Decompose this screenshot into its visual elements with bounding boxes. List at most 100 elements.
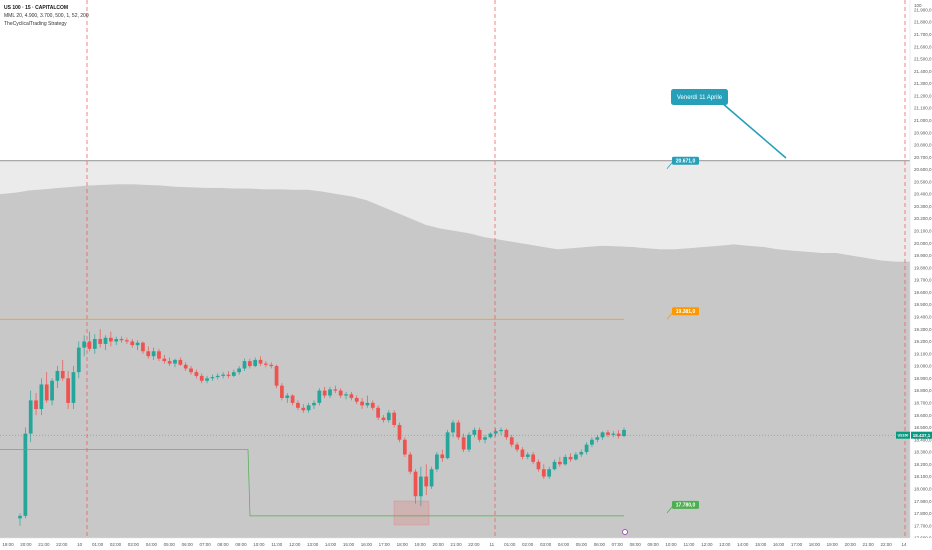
candle — [92, 334, 97, 354]
candle-body — [547, 469, 552, 477]
time-tick-label: 21:00 — [863, 542, 875, 547]
price-tick-label: 19.500,0 — [914, 302, 932, 307]
candle-body — [269, 364, 274, 367]
candle — [103, 335, 108, 351]
price-tick-label: 19.600,0 — [914, 290, 932, 295]
candle-body — [215, 375, 220, 378]
candle-body — [130, 341, 135, 346]
candle-body — [141, 342, 145, 352]
candle — [71, 366, 76, 410]
candle-body — [60, 370, 65, 379]
candle-body — [483, 437, 487, 440]
candle-body — [515, 444, 519, 450]
candle — [392, 410, 397, 428]
candle-body — [44, 384, 49, 401]
time-tick-label: 01:00 — [504, 542, 516, 547]
support-tag-text: 17.780,0 — [676, 503, 696, 509]
candle-body — [23, 433, 28, 516]
candle — [552, 459, 557, 471]
price-tick-label: 18.900,0 — [914, 376, 932, 381]
candle-body — [178, 359, 183, 365]
candle — [590, 437, 594, 448]
candle-body — [173, 359, 177, 364]
candle — [467, 432, 471, 453]
candle-body — [34, 400, 38, 410]
resistance-tag-pointer — [666, 312, 673, 320]
support-tag-bg — [672, 500, 699, 509]
price-tick-label: 20.000,0 — [914, 241, 932, 246]
time-tick-label: 18:00 — [397, 542, 409, 547]
candle — [141, 341, 145, 354]
candle-body — [183, 364, 188, 369]
price-tick-label: 21.700,0 — [914, 32, 932, 37]
candle — [253, 357, 258, 368]
candle-body — [488, 433, 493, 438]
time-axis-bg — [0, 538, 932, 550]
candle — [280, 383, 284, 401]
candle-body — [338, 390, 343, 396]
candle-body — [87, 341, 92, 349]
candle — [338, 388, 343, 398]
candle — [173, 358, 177, 368]
candle — [622, 427, 626, 438]
candle — [536, 459, 541, 472]
time-tick-label: 11 — [490, 542, 495, 547]
strategy-name[interactable]: TheCyclicalTrading Strategy — [4, 21, 67, 27]
candle-body — [274, 366, 279, 386]
candle — [135, 340, 140, 351]
price-tick-label: 19.200,0 — [914, 339, 932, 344]
time-tick-label: 10:00 — [253, 542, 265, 547]
indicator-settings[interactable]: MML 20, 4.900, 3.700, 500, 1, 52, 200 — [4, 13, 89, 19]
last-price-symbol: US100 — [898, 434, 909, 438]
time-tick-label: 04:00 — [146, 542, 158, 547]
candle-body — [541, 469, 546, 477]
candle — [66, 370, 70, 410]
candle-body — [584, 444, 589, 453]
candle-body — [333, 389, 338, 391]
last-price-value: 18.437,1 — [913, 433, 931, 438]
candle-body — [429, 469, 434, 487]
time-tick-label: 15:00 — [343, 542, 355, 547]
candle-body — [419, 476, 423, 497]
last-price-symbol-bg — [896, 431, 910, 439]
candle-body — [312, 402, 316, 406]
candle — [322, 386, 327, 398]
candle — [301, 404, 306, 413]
price-tick-label: 20.300,0 — [914, 204, 932, 209]
candle-body — [381, 417, 386, 421]
candle-body — [205, 378, 209, 381]
candle — [408, 452, 413, 475]
candle — [210, 374, 215, 381]
symbol-title[interactable]: US 100 · 15 · CAPITALCOM — [4, 5, 69, 11]
candle-body — [504, 429, 509, 438]
support-line — [0, 449, 624, 517]
candle-body — [253, 359, 258, 367]
price-tick-label: 20.200,0 — [914, 216, 932, 221]
candle — [584, 442, 589, 455]
time-tick-label: 12:00 — [289, 542, 301, 547]
candle-body — [424, 476, 429, 487]
candle — [221, 372, 225, 379]
time-tick-label: 05:00 — [576, 542, 588, 547]
candle-body — [408, 454, 413, 472]
candle — [199, 373, 204, 384]
price-tick-label: 20.900,0 — [914, 130, 932, 135]
candle — [157, 348, 161, 362]
candle-body — [360, 401, 364, 406]
candle — [541, 464, 546, 480]
price-tick-label: 20.500,0 — [914, 179, 932, 184]
candle-body — [194, 372, 199, 376]
candle — [424, 464, 429, 496]
candle — [258, 356, 263, 367]
candle-body — [50, 380, 54, 401]
low-zone-box — [393, 500, 430, 526]
time-tick-label: 16:00 — [361, 542, 373, 547]
candle — [247, 358, 252, 369]
candle — [456, 420, 461, 440]
candle — [237, 366, 242, 375]
candle — [365, 395, 370, 408]
price-axis-scale-label: 100 — [914, 3, 922, 8]
time-tick-label: 09:00 — [647, 542, 659, 547]
time-tick-label: 12:00 — [701, 542, 713, 547]
